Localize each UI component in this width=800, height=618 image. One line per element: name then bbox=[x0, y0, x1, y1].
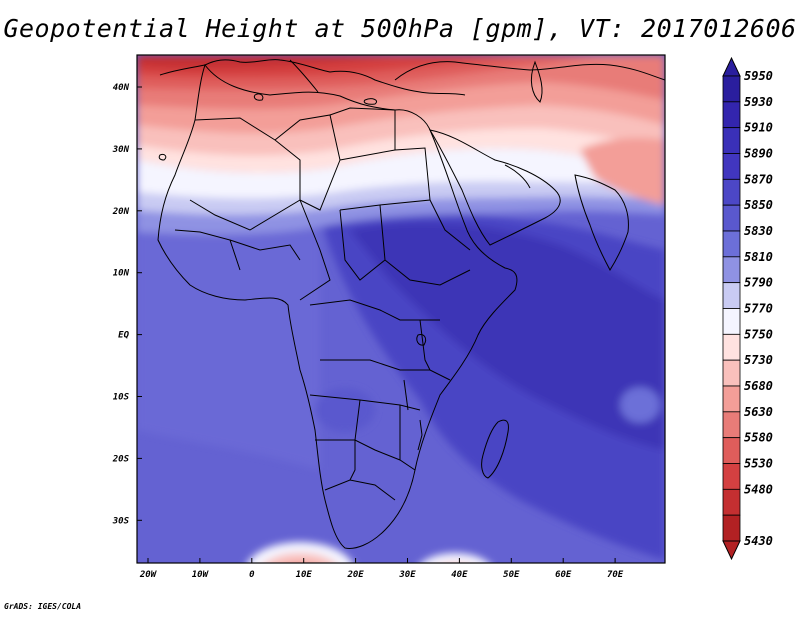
colorbar-swatch bbox=[722, 463, 741, 490]
colorbar-swatch bbox=[722, 359, 741, 387]
colorbar-label: 5810 bbox=[744, 250, 773, 264]
y-tick-label: 40N bbox=[113, 83, 130, 93]
colorbar-swatch bbox=[722, 256, 741, 284]
colorbar-label: 5480 bbox=[744, 482, 773, 496]
y-tick-label: 10N bbox=[113, 269, 130, 279]
colorbar-swatch bbox=[722, 230, 741, 258]
colorbar-swatch bbox=[722, 333, 741, 361]
colorbar-swatch bbox=[722, 385, 741, 413]
y-tick-label: 20N bbox=[112, 207, 130, 217]
colorbar-swatch bbox=[722, 488, 741, 516]
height-field bbox=[137, 55, 665, 563]
x-tick-label: 50E bbox=[503, 570, 520, 580]
colorbar-swatch bbox=[722, 75, 741, 103]
colorbar-swatch bbox=[722, 204, 741, 232]
colorbar-swatch bbox=[722, 514, 741, 542]
colorbar-label: 5770 bbox=[744, 302, 773, 316]
x-tick-label: 10W bbox=[192, 570, 210, 580]
x-axis-ticks: 20W 10W 0 10E 20E 30E 40E 50E 60E 70E bbox=[139, 558, 624, 580]
colorbar-label: 5680 bbox=[744, 379, 773, 393]
colorbar-label: 5630 bbox=[744, 405, 773, 419]
x-tick-label: 20W bbox=[139, 570, 158, 580]
colorbar-label: 5850 bbox=[744, 198, 773, 212]
colorbar-label: 5580 bbox=[744, 431, 773, 445]
x-tick-label: 10E bbox=[296, 570, 313, 580]
y-tick-label: 30S bbox=[112, 516, 130, 526]
x-tick-label: 20E bbox=[346, 570, 364, 580]
colorbar-label: 5790 bbox=[744, 276, 773, 290]
x-tick-label: 40E bbox=[451, 570, 468, 580]
colorbar-label: 5950 bbox=[744, 69, 773, 83]
colorbar-label: 5430 bbox=[744, 534, 773, 548]
colorbar-swatch bbox=[722, 282, 741, 309]
colorbar-swatch bbox=[722, 411, 741, 439]
colorbar-swatch bbox=[722, 308, 741, 335]
chart-title: Geopotential Height at 500hPa [gpm], VT:… bbox=[3, 14, 797, 43]
colorbar-label: 5730 bbox=[744, 353, 773, 367]
y-tick-label: 20S bbox=[112, 454, 130, 464]
colorbar-top-arrow bbox=[722, 56, 741, 77]
colorbar-label: 5830 bbox=[744, 224, 773, 238]
colorbar-label: 5890 bbox=[744, 147, 773, 161]
coastlines bbox=[157, 59, 665, 549]
colorbar-label: 5750 bbox=[744, 327, 773, 341]
colorbar-swatch bbox=[722, 437, 741, 464]
credit-label: GrADS: IGES/COLA bbox=[4, 602, 82, 611]
colorbar-label: 5910 bbox=[744, 121, 773, 135]
colorbar-label: 5530 bbox=[744, 457, 773, 471]
colorbar-swatch bbox=[722, 153, 741, 180]
colorbar: 5950 5930 5910 5890 5870 5850 5830 5810 5790 5770… bbox=[722, 56, 773, 561]
colorbar-swatch bbox=[722, 178, 741, 206]
y-tick-label: 10S bbox=[113, 393, 130, 403]
y-axis-ticks: 40N 30N 20N 10N EQ 10S 20S 30S bbox=[112, 83, 142, 526]
y-tick-label: EQ bbox=[118, 331, 129, 341]
y-tick-label: 30N bbox=[112, 145, 130, 155]
x-tick-label: 70E bbox=[607, 570, 624, 580]
map-frame bbox=[136, 54, 666, 564]
x-tick-label: 60E bbox=[555, 570, 572, 580]
colorbar-bottom-arrow bbox=[722, 540, 741, 561]
colorbar-label: 5870 bbox=[744, 172, 773, 186]
colorbar-swatch bbox=[722, 127, 741, 154]
x-tick-label: 0 bbox=[249, 570, 255, 580]
colorbar-label: 5930 bbox=[744, 95, 773, 109]
colorbar-swatch bbox=[722, 101, 741, 129]
x-tick-label: 30E bbox=[398, 570, 416, 580]
